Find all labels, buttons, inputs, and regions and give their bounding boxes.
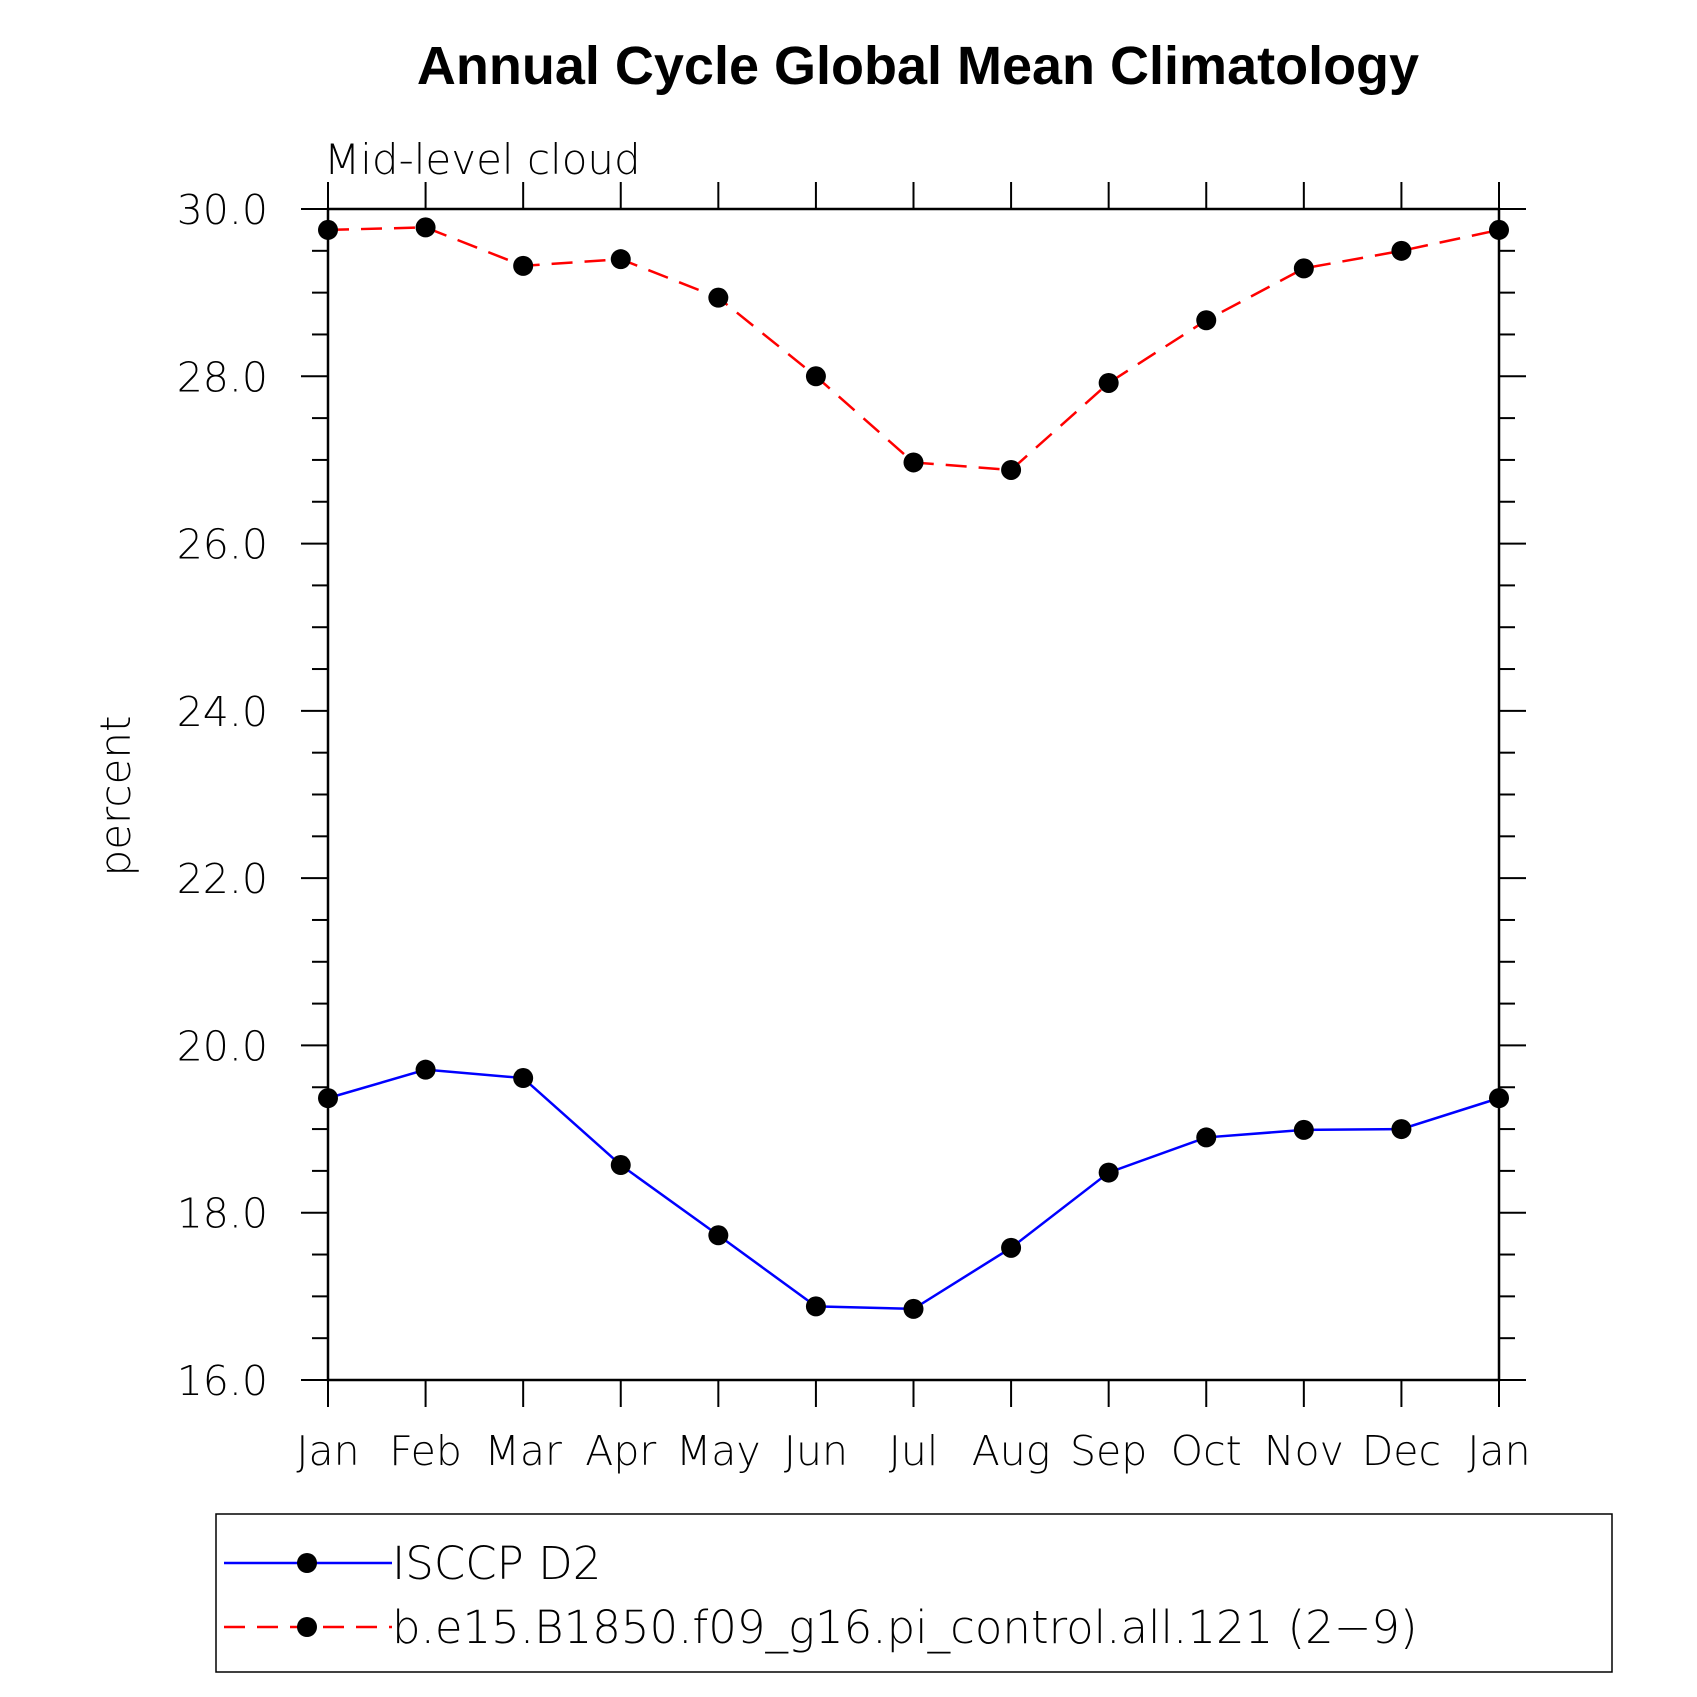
data-point [415,217,436,238]
y-tick-label: 20.0 [177,1022,268,1070]
data-point [1489,219,1509,240]
data-point [318,1088,338,1109]
y-tick-label: 28.0 [177,353,268,401]
x-tick-label: Jun [784,1427,848,1475]
x-tick-label: Mar [484,1427,561,1475]
data-point [1098,1162,1119,1183]
data-point [903,452,924,473]
x-tick-label: Feb [389,1427,462,1475]
y-tick-labels: 16.0 18.0 20.0 22.0 24.0 26.0 28.0 30.0 [177,186,268,1405]
data-point [1293,258,1314,279]
x-tick-label: Apr [585,1427,656,1475]
data-point [805,366,826,387]
legend: ISCCP D2 b.e15.B1850.f09_g16.pi_control.a… [224,1537,1418,1654]
data-point [805,1296,826,1317]
y-tick-label: 16.0 [177,1357,268,1405]
data-point [1001,1237,1022,1258]
y-tick-label: 22.0 [177,855,268,903]
plot-frame [326,207,1501,1382]
data-point [708,287,729,308]
data-point [708,1225,729,1246]
legend-label: ISCCP D2 [392,1537,601,1590]
data-point [610,249,631,270]
y-tick-label: 30.0 [177,186,268,234]
x-tick-labels: Jan Feb Mar Apr May Jun Jul Aug Sep Oct Nov Dec Jan [296,1427,1530,1475]
y-tick-label: 24.0 [177,688,268,736]
series-line [327,226,1500,472]
legend-marker [297,1617,317,1637]
chart-subtitle: Mid-level cloud [324,135,641,184]
x-tick-label: Aug [972,1427,1051,1475]
data-point [1098,372,1119,393]
data-point [415,1059,436,1080]
chart-title: Annual Cycle Global Mean Climatology [417,36,1419,96]
legend-marker [297,1553,317,1573]
y-tick-label: 18.0 [177,1190,268,1238]
data-point [1293,1119,1314,1140]
data-point [903,1298,924,1319]
data-point [1001,459,1022,480]
x-tick-label: Dec [1362,1427,1441,1475]
data-point [1391,1119,1412,1140]
series-layer [318,217,1509,1319]
y-tick-label: 26.0 [177,521,268,569]
data-point [1196,310,1217,331]
x-tick-label: May [676,1427,761,1475]
data-point [610,1155,631,1176]
axis-ticks [301,182,1526,1407]
data-point [1489,1088,1509,1109]
x-tick-label: Jan [1467,1427,1530,1475]
legend-box [215,1513,1613,1673]
x-tick-label: Oct [1171,1427,1242,1475]
x-tick-label: Jan [296,1427,359,1475]
x-tick-label: Jul [889,1427,938,1475]
series-line [327,1068,1500,1311]
data-point [513,1068,534,1089]
x-tick-label: Sep [1070,1427,1147,1475]
data-point [1196,1127,1217,1148]
data-point [1391,240,1412,261]
y-axis-label: percent [91,716,140,877]
legend-label: b.e15.B1850.f09_g16.pi_control.all.121 (… [392,1601,1418,1654]
data-point [513,255,534,276]
data-point [318,219,338,240]
x-tick-label: Nov [1264,1427,1344,1475]
